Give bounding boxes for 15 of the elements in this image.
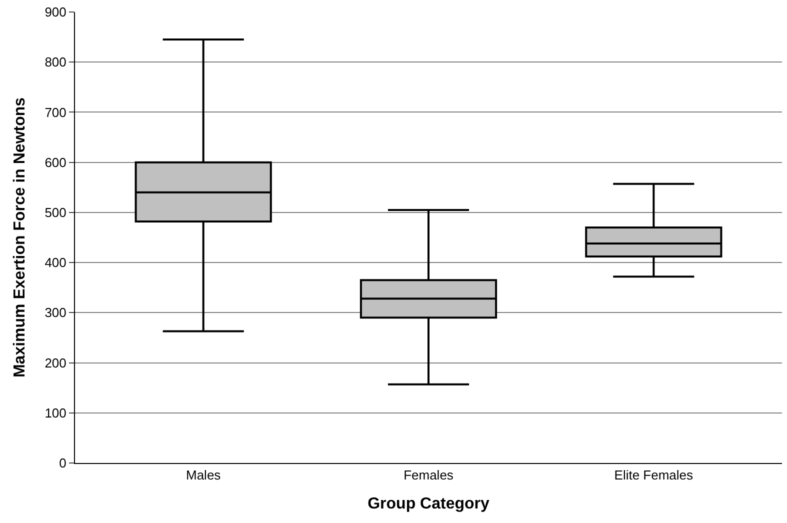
x-axis-title: Group Category bbox=[368, 495, 490, 512]
y-tick-label: 300 bbox=[44, 305, 66, 320]
y-tick-label: 100 bbox=[44, 405, 66, 420]
y-tick-label: 900 bbox=[44, 4, 66, 20]
y-tick-label: 500 bbox=[44, 204, 66, 220]
y-tick-label: 800 bbox=[44, 54, 66, 70]
x-tick-label: Females bbox=[404, 468, 454, 483]
y-tick-label: 600 bbox=[44, 154, 66, 170]
y-tick-label: 200 bbox=[44, 355, 66, 370]
y-tick-label: 700 bbox=[44, 104, 66, 120]
y-tick-label: 400 bbox=[44, 255, 66, 270]
x-tick-label: Elite Females bbox=[614, 468, 694, 483]
y-tick-label: 0 bbox=[59, 456, 66, 471]
y-axis-title: Maximum Exertion Force in Newtons bbox=[12, 97, 29, 378]
x-tick-label: Males bbox=[186, 468, 222, 483]
